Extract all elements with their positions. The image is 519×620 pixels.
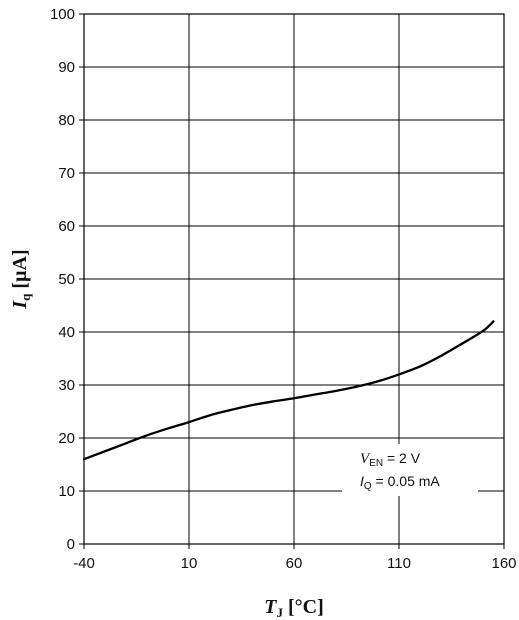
plot-frame: [83, 13, 505, 545]
y-tick-label: 70: [58, 165, 75, 182]
x-tick-label: -40: [73, 555, 95, 572]
x-axis-label: TJ [°C]: [264, 596, 323, 620]
y-tick-label: 80: [58, 112, 75, 129]
x-tick-label: 60: [286, 555, 303, 572]
x-tick-label: 110: [387, 555, 411, 572]
y-axis-label: Iq [µA]: [9, 249, 33, 309]
annotation-line-2: IQ = 0.05 mA: [360, 473, 440, 492]
y-axis-ticks: 0 10 20 30 40 50 60 70 80 90 100: [50, 6, 84, 553]
x-tick-label: 10: [181, 555, 198, 572]
y-tick-label: 90: [58, 59, 75, 76]
y-tick-label: 50: [58, 271, 75, 288]
y-tick-label: 100: [50, 6, 75, 23]
y-tick-label: 30: [58, 377, 75, 394]
series-line: [82, 320, 495, 461]
annotation-line-1: VEN = 2 V: [360, 450, 421, 469]
annotation-box: [342, 444, 478, 496]
y-tick-label: 20: [58, 430, 75, 447]
x-tick-label: 160: [491, 555, 516, 572]
y-tick-label: 10: [58, 483, 75, 500]
y-tick-label: 40: [58, 324, 75, 341]
y-tick-label: 60: [58, 218, 75, 235]
y-tick-label: 0: [67, 536, 75, 553]
x-axis-ticks: -40 10 60 110 160: [73, 544, 517, 572]
